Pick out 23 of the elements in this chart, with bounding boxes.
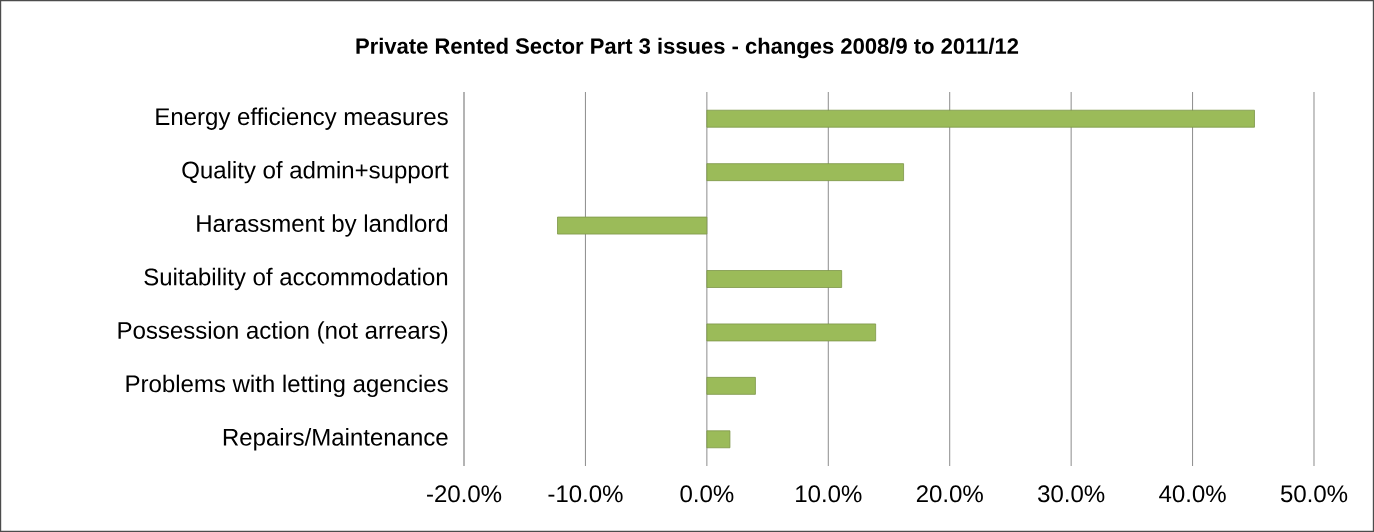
y-tick-label: Problems with letting agencies	[126, 374, 448, 398]
bar	[706, 270, 843, 288]
y-tick-label: Quality of admin+support	[182, 160, 449, 184]
y-tick-label: Harassment by landlord	[197, 214, 448, 237]
y-tick-label: Possession action (not arrears)	[118, 321, 448, 344]
bar	[557, 216, 708, 235]
x-tick-label: -10.0%	[548, 485, 623, 503]
y-tick-label: Energy efficiency measures	[156, 107, 448, 130]
x-tick-label: 30.0%	[1038, 485, 1105, 503]
bar	[706, 163, 904, 182]
bar	[706, 430, 731, 449]
x-tick-label: 20.0%	[916, 485, 983, 503]
y-tick-label: Suitability of accommodation	[144, 267, 448, 291]
bar	[706, 376, 756, 395]
bar	[706, 109, 1255, 128]
x-tick-label: 0.0%	[680, 485, 734, 503]
y-tick-label: Repairs/Maintenance	[223, 428, 448, 451]
bar	[706, 323, 877, 342]
chart-title: Private Rented Sector Part 3 issues - changes 2008/9 to 2011/12	[356, 37, 1019, 59]
x-tick-label: 50.0%	[1280, 485, 1348, 503]
x-tick-label: -20.0%	[427, 485, 502, 503]
x-tick-label: 10.0%	[796, 485, 862, 503]
x-tick-label: 40.0%	[1159, 485, 1226, 503]
